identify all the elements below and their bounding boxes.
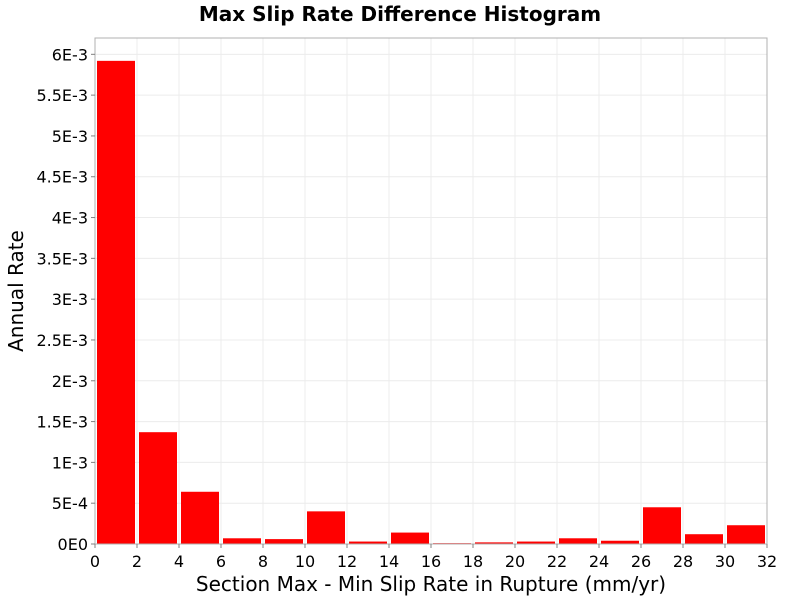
x-tick-label: 28: [673, 552, 693, 571]
x-tick-label: 32: [757, 552, 777, 571]
x-tick-label: 24: [589, 552, 609, 571]
y-axis-label: Annual Rate: [4, 230, 28, 352]
histogram-bar: [391, 532, 429, 544]
x-axis-ticks: 0 2 4 6 8 10 12 14 16 18 20 22 24 26 28 30 32: [90, 544, 777, 571]
x-tick-label: 10: [295, 552, 315, 571]
x-tick-label: 16: [421, 552, 441, 571]
y-axis-ticks: 0E0 5E-4 1E-3 1.5E-3 2E-3 2.5E-3 3E-3 3.5E-3 4E-…: [36, 45, 95, 554]
x-tick-label: 18: [463, 552, 483, 571]
y-tick-label: 5.5E-3: [36, 86, 88, 105]
histogram-bar: [643, 507, 681, 544]
x-tick-label: 12: [337, 552, 357, 571]
x-tick-label: 4: [174, 552, 184, 571]
y-tick-label: 2.5E-3: [36, 331, 88, 350]
histogram-bar: [307, 511, 345, 544]
histogram-bar: [223, 538, 261, 544]
y-tick-label: 2E-3: [52, 372, 88, 391]
histogram-bar: [601, 540, 639, 544]
y-tick-label: 3.5E-3: [36, 249, 88, 268]
x-tick-label: 14: [379, 552, 399, 571]
x-tick-label: 22: [547, 552, 567, 571]
x-tick-label: 26: [631, 552, 651, 571]
histogram-bar: [727, 525, 765, 544]
y-tick-label: 6E-3: [52, 45, 88, 64]
y-tick-label: 5E-3: [52, 127, 88, 146]
x-tick-label: 20: [505, 552, 525, 571]
histogram-bar: [685, 534, 723, 544]
y-tick-label: 1E-3: [52, 453, 88, 472]
histogram-bar: [349, 541, 387, 544]
y-tick-label: 0E0: [58, 535, 88, 554]
histogram-bar: [475, 542, 513, 544]
chart-title: Max Slip Rate Difference Histogram: [198, 2, 602, 26]
x-tick-label: 8: [258, 552, 268, 571]
x-tick-label: 2: [132, 552, 142, 571]
histogram-bar: [265, 539, 303, 544]
histogram-bar: [97, 60, 135, 544]
histogram-bar: [559, 538, 597, 544]
y-tick-label: 5E-4: [52, 494, 88, 513]
histogram-bar: [139, 432, 177, 544]
x-tick-label: 30: [715, 552, 735, 571]
histogram-bar: [181, 491, 219, 544]
x-tick-label: 6: [216, 552, 226, 571]
histogram-bar: [517, 541, 555, 544]
y-tick-label: 1.5E-3: [36, 413, 88, 432]
y-tick-label: 3E-3: [52, 290, 88, 309]
y-tick-label: 4E-3: [52, 209, 88, 228]
x-axis-label: Section Max - Min Slip Rate in Rupture (…: [196, 572, 666, 596]
bars: [97, 60, 765, 544]
y-tick-label: 4.5E-3: [36, 168, 88, 187]
x-tick-label: 0: [90, 552, 100, 571]
